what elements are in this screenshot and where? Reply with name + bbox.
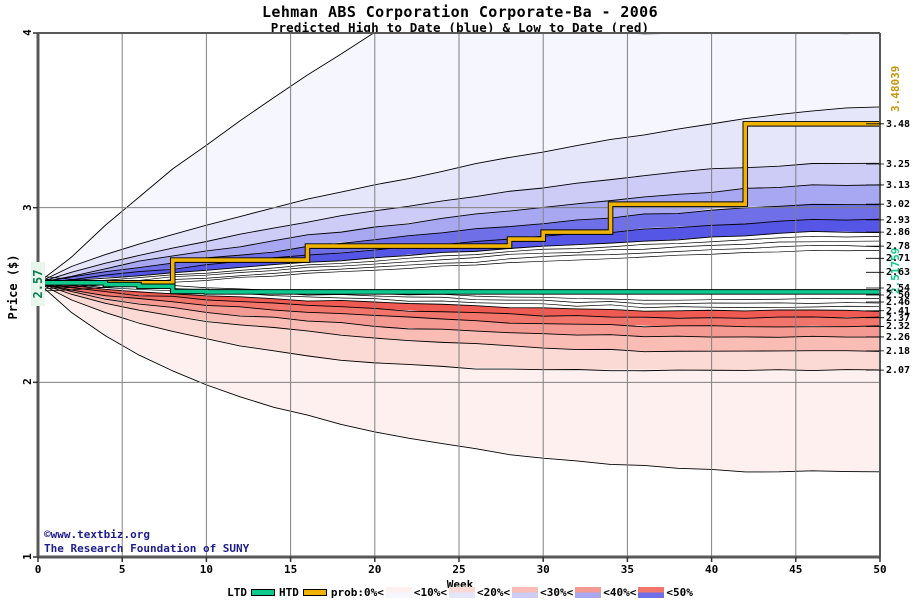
legend-item-label: prob:0%< bbox=[330, 586, 384, 599]
band-value-label: 2.07 bbox=[886, 365, 911, 377]
x-axis-tick: 10 bbox=[199, 563, 214, 576]
legend-item-label: <20%< bbox=[476, 586, 511, 599]
x-axis-tick: 0 bbox=[34, 563, 42, 576]
band-value-label: 2.71 bbox=[886, 253, 911, 265]
x-axis-tick: 35 bbox=[620, 563, 635, 576]
x-axis-tick: 5 bbox=[118, 563, 126, 576]
credit-block: ©www.textbiz.org The Research Foundation… bbox=[44, 528, 249, 556]
legend-item-label: <40%< bbox=[603, 586, 637, 599]
band-value-label: 2.78 bbox=[886, 241, 911, 253]
x-axis-tick: 40 bbox=[704, 563, 719, 576]
legend-ltd-swatch bbox=[251, 589, 275, 596]
start-price-label: 2.57 bbox=[31, 262, 45, 306]
band-value-label: 2.54 bbox=[886, 283, 911, 294]
x-axis-tick: 50 bbox=[873, 563, 887, 576]
chart-title: Lehman ABS Corporation Corporate-Ba - 20… bbox=[261, 3, 659, 21]
y-axis-tick: 2 bbox=[20, 378, 34, 386]
legend-item-label: <50% bbox=[666, 586, 693, 599]
x-axis-tick: 30 bbox=[536, 563, 550, 576]
y-axis-label: Price ($) bbox=[6, 254, 20, 320]
band-value-label: 2.26 bbox=[886, 331, 911, 343]
band-value-label: 2.86 bbox=[886, 227, 911, 239]
legend-ltd-label: LTD bbox=[227, 586, 247, 599]
band-value-label: 2.37 bbox=[886, 312, 911, 324]
x-axis-tick: 20 bbox=[368, 563, 382, 576]
legend-band-swatch bbox=[575, 587, 602, 598]
band-value-label: 2.41 bbox=[886, 305, 911, 317]
credit-line-2: The Research Foundation of SUNY bbox=[44, 542, 250, 555]
legend-band-swatch bbox=[512, 587, 539, 598]
chart-subtitle: Predicted High to Date (blue) & Low to D… bbox=[270, 20, 650, 35]
band-value-label: 2.18 bbox=[886, 345, 911, 357]
y-axis-tick: 3 bbox=[20, 203, 34, 211]
legend-band-swatch bbox=[448, 587, 475, 598]
band-value-label: 2.50 bbox=[886, 290, 911, 301]
legend-band-swatch bbox=[385, 587, 412, 598]
band-value-label: 3.25 bbox=[886, 159, 911, 170]
legend-item-label: <30%< bbox=[540, 586, 574, 599]
legend-htd-swatch bbox=[302, 589, 327, 596]
credit-line-1: ©www.textbiz.org bbox=[44, 528, 150, 541]
band-value-label: 3.48 bbox=[886, 118, 911, 130]
band-value-label: 3.13 bbox=[886, 179, 911, 191]
x-axis-tick: 25 bbox=[452, 563, 466, 576]
band-value-label: 2.32 bbox=[886, 321, 911, 333]
band-value-label: 2.46 bbox=[886, 296, 911, 308]
chart-legend: LTD HTD prob:0%< <10%< <20%< <30%< <40%< <50% bbox=[0, 586, 920, 599]
legend-htd-label: HTD bbox=[279, 586, 299, 599]
legend-item-label: <10%< bbox=[413, 586, 447, 599]
legend-band-swatch bbox=[638, 587, 665, 598]
x-axis-tick: 15 bbox=[283, 563, 298, 576]
htd-end-value-label: 3.48039 bbox=[889, 65, 902, 112]
y-axis-tick: 1 bbox=[20, 553, 34, 560]
band-value-label: 2.63 bbox=[886, 267, 911, 279]
x-axis-tick: 45 bbox=[789, 563, 803, 576]
band-value-label: 3.02 bbox=[886, 199, 911, 211]
y-axis-tick: 4 bbox=[20, 29, 34, 36]
band-value-label: 2.93 bbox=[886, 214, 911, 226]
